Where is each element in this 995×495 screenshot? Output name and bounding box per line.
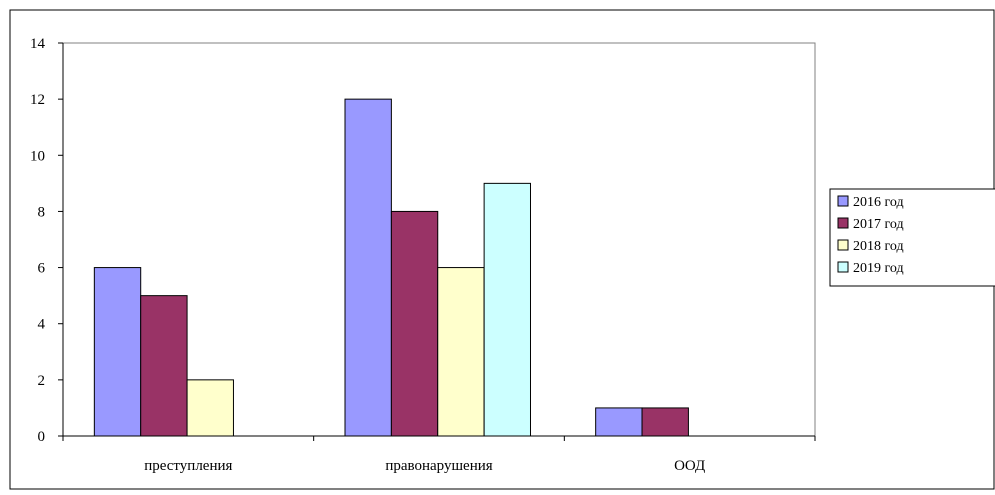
y-tick-label: 10 (30, 148, 45, 164)
y-tick-label: 12 (30, 92, 45, 108)
legend-label: 2016 год (853, 195, 904, 210)
bar-2019-год-1 (483, 182, 531, 437)
x-category-label: преступления (144, 458, 232, 474)
legend-swatch (837, 261, 849, 273)
bar-2018-год-0 (186, 379, 234, 437)
bar-2016-год-0 (93, 267, 142, 437)
y-tick-label: 4 (38, 317, 46, 333)
legend-label: 2017 год (853, 217, 904, 232)
bar-2017-год-1 (390, 210, 439, 437)
legend-box (829, 188, 995, 287)
bars-group (93, 98, 689, 437)
x-category-label: ООД (674, 458, 705, 474)
legend-label: 2018 год (853, 239, 904, 254)
bar-2016-год-1 (344, 98, 392, 437)
legend-swatch (837, 239, 849, 251)
bar-2017-год-2 (641, 407, 689, 437)
y-tick-label: 14 (30, 36, 46, 52)
legend-label: 2019 год (853, 261, 904, 276)
x-category-label: правонарушения (385, 458, 492, 474)
bar-2016-год-2 (595, 407, 643, 437)
bar-2017-год-0 (140, 295, 188, 437)
legend: 2016 год 2017 год 2018 год 2019 год (829, 188, 995, 287)
legend-swatch (837, 217, 849, 229)
bar-2018-год-1 (437, 267, 485, 437)
y-tick-label: 0 (38, 429, 46, 445)
y-tick-label: 6 (38, 261, 46, 277)
legend-swatch (837, 195, 849, 207)
y-tick-label: 2 (38, 373, 46, 389)
y-tick-label: 8 (38, 204, 46, 220)
y-axis: 0 2 4 6 8 10 12 14 (30, 36, 64, 445)
